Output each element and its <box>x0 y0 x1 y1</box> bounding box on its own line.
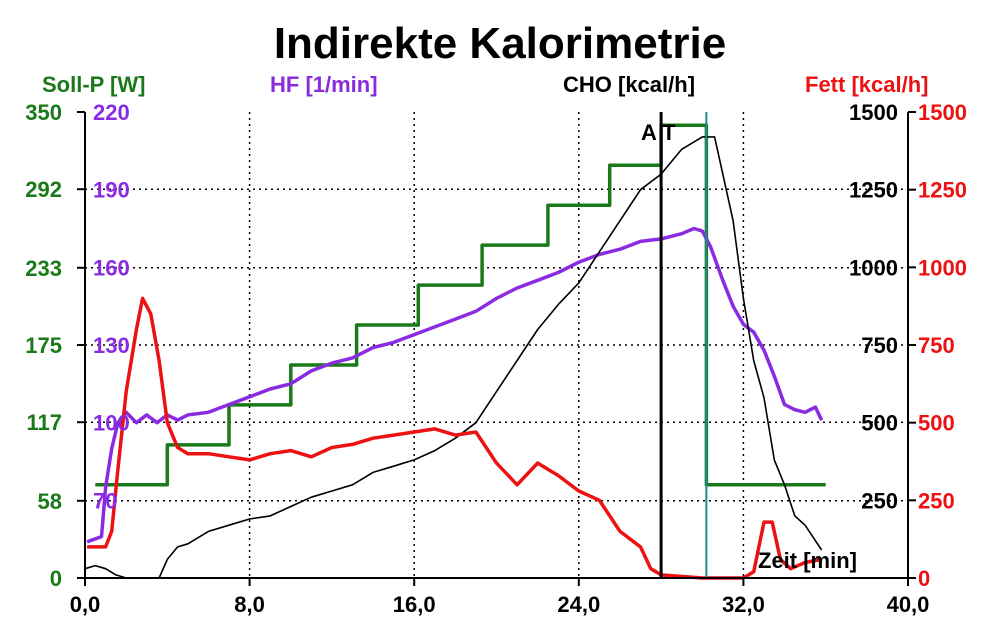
x-tick-label: 8,0 <box>234 592 265 617</box>
soll-p-tick-label: 58 <box>38 489 62 514</box>
cho-tick-label: 1500 <box>849 100 898 125</box>
soll-p-axis-label: Soll-P [W] <box>42 72 145 97</box>
x-tick-label: 24,0 <box>557 592 600 617</box>
soll-p-tick-label: 233 <box>25 256 62 281</box>
fett-tick-label: 1250 <box>918 178 967 203</box>
hf-tick-label: 130 <box>93 333 130 358</box>
hf-tick-label: 220 <box>93 100 130 125</box>
fett-tick-label: 750 <box>918 333 955 358</box>
x-tick-label: 40,0 <box>887 592 930 617</box>
hf-axis-label: HF [1/min] <box>270 72 378 97</box>
x-tick-label: 32,0 <box>722 592 765 617</box>
soll-p-tick-label: 117 <box>27 410 63 435</box>
soll-p-tick-label: 292 <box>25 177 62 202</box>
x-tick-label: 16,0 <box>393 592 436 617</box>
series-line-soll_p <box>95 123 826 487</box>
x-axis-label: Zeit [min] <box>758 548 857 573</box>
at-annotation: A T <box>641 120 676 145</box>
cho-tick-label: 1250 <box>849 178 898 203</box>
fett-tick-label: 0 <box>918 566 930 591</box>
series-line-hf <box>86 226 824 544</box>
fett-tick-label: 500 <box>918 411 955 436</box>
gridlines <box>85 112 908 578</box>
tick-labels: 0,0 8,0 16,0 24,0 32,0 40,0058117175233292350… <box>25 100 967 617</box>
hf-tick-label: 100 <box>93 411 130 436</box>
hf-tick-label: 190 <box>93 178 130 203</box>
fett-tick-label: 250 <box>918 488 955 513</box>
series-lines <box>84 112 826 580</box>
fett-tick-label: 1500 <box>918 100 967 125</box>
chart-title: Indirekte Kalorimetrie <box>274 19 726 68</box>
cho-axis-label: CHO [kcal/h] <box>563 72 695 97</box>
series-line-cho <box>84 136 823 579</box>
x-tick-label: 0,0 <box>70 592 101 617</box>
soll-p-tick-label: 0 <box>50 566 62 591</box>
fett-axis-label: Fett [kcal/h] <box>805 72 928 97</box>
cho-tick-label: 1000 <box>849 255 898 280</box>
plot-frame <box>84 112 909 579</box>
cho-tick-label: 250 <box>861 488 898 513</box>
cho-tick-label: 750 <box>861 333 898 358</box>
soll-p-tick-label: 175 <box>25 333 62 358</box>
hf-tick-label: 70 <box>93 488 117 513</box>
fett-tick-label: 1000 <box>918 255 967 280</box>
soll-p-tick-label: 350 <box>25 100 62 125</box>
hf-tick-label: 160 <box>93 255 130 280</box>
cho-tick-label: 500 <box>861 411 898 436</box>
